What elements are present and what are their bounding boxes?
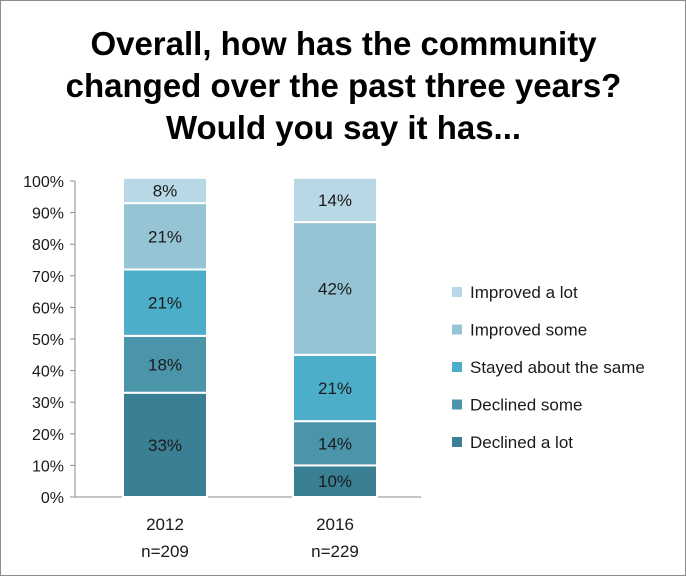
bar-segment (122, 176, 208, 205)
x-category-sublabel: n=209 (141, 542, 189, 561)
y-tick-label: 20% (32, 427, 64, 444)
bar-segment (122, 334, 208, 394)
legend-label: Improved some (470, 321, 587, 340)
bars (122, 176, 378, 498)
data-label: 10% (318, 472, 352, 491)
legend-swatch (452, 287, 462, 297)
data-label: 21% (148, 227, 182, 246)
y-tick-label: 100% (23, 174, 64, 191)
data-label: 18% (148, 355, 182, 374)
y-tick-label: 0% (41, 490, 64, 507)
legend-label: Declined a lot (470, 433, 573, 452)
bar-segment (122, 268, 208, 337)
legend-label: Stayed about the same (470, 358, 645, 377)
legend-swatch (452, 399, 462, 410)
legend-label: Improved a lot (470, 283, 578, 302)
bar-segment (292, 464, 378, 498)
legend-swatch (452, 362, 462, 372)
legend: Improved a lot Improved some Stayed about … (452, 283, 645, 452)
y-tick-label: 90% (32, 206, 64, 223)
y-tick-label: 30% (32, 395, 64, 412)
data-label: 14% (318, 434, 352, 453)
y-tick-label: 70% (32, 269, 64, 286)
chart-title: Overall, how has the community changed o… (65, 25, 622, 146)
y-tick-label: 60% (32, 300, 64, 317)
y-tick-label: 50% (32, 332, 64, 349)
bar-segment (122, 202, 208, 271)
data-labels: 33% 18% 21% 21% 8% 10% 14% 21% 42% 14% (148, 181, 352, 491)
x-category-label: 2016 (316, 515, 354, 534)
legend-label: Declined some (470, 396, 582, 415)
x-category-label: 2012 (146, 515, 184, 534)
data-label: 21% (148, 294, 182, 313)
y-tick-label: 80% (32, 237, 64, 254)
bar-segment (292, 221, 378, 356)
y-tick-label: 10% (32, 458, 64, 475)
y-tick-label: 40% (32, 364, 64, 381)
data-label: 42% (318, 279, 352, 298)
legend-swatch (452, 324, 462, 335)
data-label: 21% (318, 379, 352, 398)
data-label: 14% (318, 191, 352, 210)
legend-swatch (452, 437, 462, 447)
bar-segment (122, 391, 208, 498)
x-axis: 2012 n=209 2016 n=229 (141, 515, 359, 561)
data-label: 8% (153, 181, 178, 200)
x-category-sublabel: n=229 (311, 542, 359, 561)
bar-segment (292, 176, 378, 224)
data-label: 33% (148, 436, 182, 455)
